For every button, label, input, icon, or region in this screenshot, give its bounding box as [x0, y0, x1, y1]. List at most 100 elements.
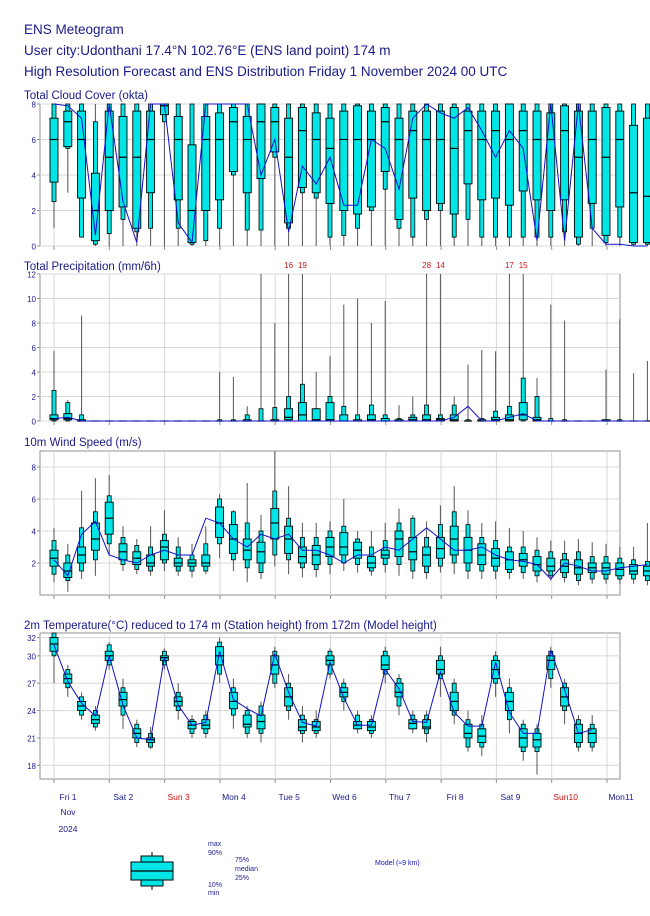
x-year-label: 2024	[59, 824, 78, 834]
box-p25-p75	[49, 117, 59, 183]
box-p25-p75	[284, 525, 294, 554]
y-tick-label: 30	[27, 652, 36, 661]
box-p25-p75	[311, 408, 321, 422]
x-day-label: Thu 7	[389, 792, 411, 802]
box-p25-p75	[380, 107, 390, 172]
box-p25-p75	[366, 556, 376, 569]
panel-title: Total Precipitation (mm/6h)	[24, 261, 161, 273]
y-tick-label: 4	[32, 172, 37, 181]
box-p25-p75	[297, 546, 307, 564]
box-p25-p75	[284, 408, 294, 421]
x-day-label: Sat 9	[500, 792, 520, 802]
box-p25-p75	[491, 548, 501, 567]
y-tick-label: 27	[27, 680, 36, 689]
y-tick-label: 21	[27, 734, 36, 743]
box-p25-p75	[546, 557, 556, 572]
clipped-max-label: 28	[422, 261, 431, 270]
box-p25-p75	[104, 110, 114, 211]
title-line-3: High Resolution Forecast and ENS Distrib…	[24, 64, 508, 79]
box-p25-p75	[146, 110, 156, 194]
box-p25-p75	[325, 402, 335, 422]
box-p25-p75	[242, 714, 252, 728]
box-p25-p75	[132, 110, 142, 229]
box-p25-p75	[422, 546, 432, 567]
clipped-max-label: 16	[284, 261, 293, 270]
box-p25-p75	[394, 530, 404, 558]
box-p10-p90	[520, 377, 526, 422]
x-day-label: Tue 5	[278, 792, 300, 802]
box-p25-p75	[394, 117, 404, 220]
box-p25-p75	[408, 719, 418, 730]
box-p25-p75	[297, 402, 307, 422]
y-tick-label: 32	[27, 634, 36, 643]
box-p25-p75	[587, 110, 597, 204]
box-p25-p75	[422, 719, 432, 730]
box-p25-p75	[546, 112, 556, 211]
box-p25-p75	[394, 682, 404, 698]
clipped-max-label: 19	[298, 261, 307, 270]
panel-title: 10m Wind Speed (m/s)	[24, 437, 142, 449]
hres-line	[53, 644, 593, 741]
box-p25-p75	[215, 112, 225, 201]
box-p10-p90	[272, 407, 278, 422]
box-p25-p75	[284, 117, 294, 224]
box-p25-p75	[63, 110, 73, 148]
box-p25-p75	[90, 522, 100, 551]
box-p25-p75	[504, 103, 514, 206]
box-p25-p75	[449, 525, 459, 556]
box-p25-p75	[90, 172, 100, 242]
box-p25-p75	[339, 110, 349, 211]
box-p25-p75	[228, 107, 238, 172]
box-p25-p75	[615, 110, 625, 208]
clipped-max-label: 15	[519, 261, 528, 270]
box-p25-p75	[629, 124, 639, 243]
x-day-label: Sun10	[553, 792, 578, 802]
box-p25-p75	[242, 115, 252, 194]
panel-title: Total Cloud Cover (okta)	[24, 90, 148, 102]
box-p25-p75	[477, 543, 487, 566]
box-p10-p90	[51, 389, 57, 422]
box-p25-p75	[532, 110, 542, 201]
box-p25-p75	[435, 110, 445, 204]
box-p25-p75	[587, 728, 597, 743]
box-p25-p75	[256, 103, 266, 180]
box-p25-p75	[380, 655, 390, 670]
box-p25-p75	[270, 508, 280, 540]
x-day-label: Mon 4	[222, 792, 246, 802]
box-p25-p75	[366, 721, 376, 732]
box-p25-p75	[311, 112, 321, 194]
y-tick-label: 0	[32, 418, 37, 427]
box-p25-p75	[270, 107, 280, 153]
box-p25-p75	[642, 117, 650, 243]
clipped-max-label: 17	[505, 261, 514, 270]
box-p25-p75	[435, 536, 445, 559]
y-tick-label: 0	[32, 243, 37, 252]
box-p25-p75	[560, 105, 570, 201]
box-p25-p75	[187, 144, 197, 243]
box-p25-p75	[408, 536, 418, 561]
x-day-label: Fri 8	[447, 792, 464, 802]
box-p25-p75	[201, 115, 211, 211]
y-tick-label: 12	[27, 271, 36, 280]
x-day-label: Sat 2	[113, 792, 133, 802]
legend-label-p75: 75%	[235, 857, 249, 864]
box-p25-p75	[63, 562, 73, 578]
legend-label-p25: 25%	[235, 875, 249, 882]
box-p25-p75	[297, 719, 307, 732]
box-p25-p75	[228, 691, 238, 710]
title-line-1: ENS Meteogram	[24, 22, 124, 37]
box-p25-p75	[463, 110, 473, 185]
y-tick-label: 2	[32, 560, 37, 569]
x-day-label: Mon11	[608, 792, 634, 802]
x-day-label: Wed 6	[332, 792, 357, 802]
legend-model-label: Model (≈9 km)	[375, 860, 420, 867]
box-p25-p75	[477, 110, 487, 201]
y-tick-label: 4	[32, 528, 37, 537]
box-p25-p75	[173, 557, 183, 567]
box-p10-p90	[258, 408, 264, 422]
box-p25-p75	[601, 107, 611, 236]
clipped-max-label: 14	[436, 261, 445, 270]
title-line-2: User city:Udonthani 17.4°N 102.76°E (ENS…	[24, 43, 391, 58]
hres-line	[53, 405, 648, 422]
